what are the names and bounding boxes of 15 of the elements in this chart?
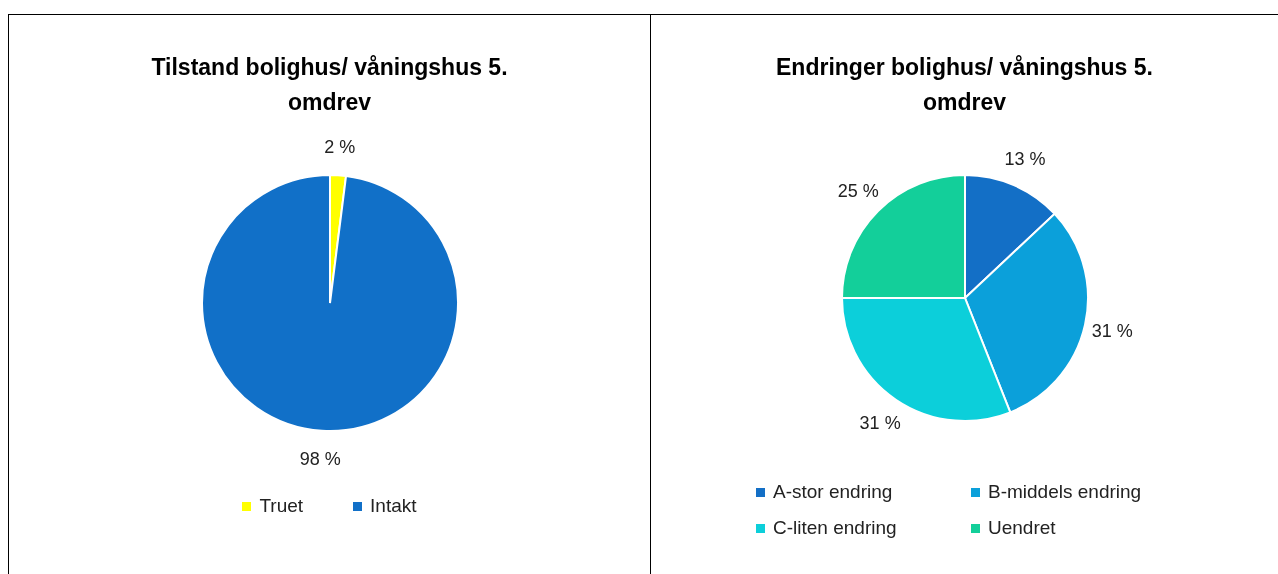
legend-label: Uendret: [988, 517, 1056, 539]
legend-label: A-stor endring: [773, 481, 893, 503]
data-label: 25 %: [837, 181, 879, 202]
legend-label: C-liten endring: [773, 517, 897, 539]
data-label: 31 %: [1091, 320, 1133, 341]
legend-label: B-middels endring: [988, 481, 1142, 503]
data-label: 2 %: [324, 137, 356, 158]
data-label: 13 %: [1004, 149, 1046, 170]
legend-label: Intakt: [370, 495, 417, 517]
data-label: 98 %: [299, 448, 341, 469]
data-label: 31 %: [859, 412, 901, 433]
chart-title: Endringer bolighus/ våningshus 5. omdrev: [775, 53, 1154, 117]
pie-slice: [201, 174, 459, 432]
legend-label: Truet: [259, 495, 304, 517]
chart-title: Tilstand bolighus/ våningshus 5. omdrev: [150, 53, 509, 117]
